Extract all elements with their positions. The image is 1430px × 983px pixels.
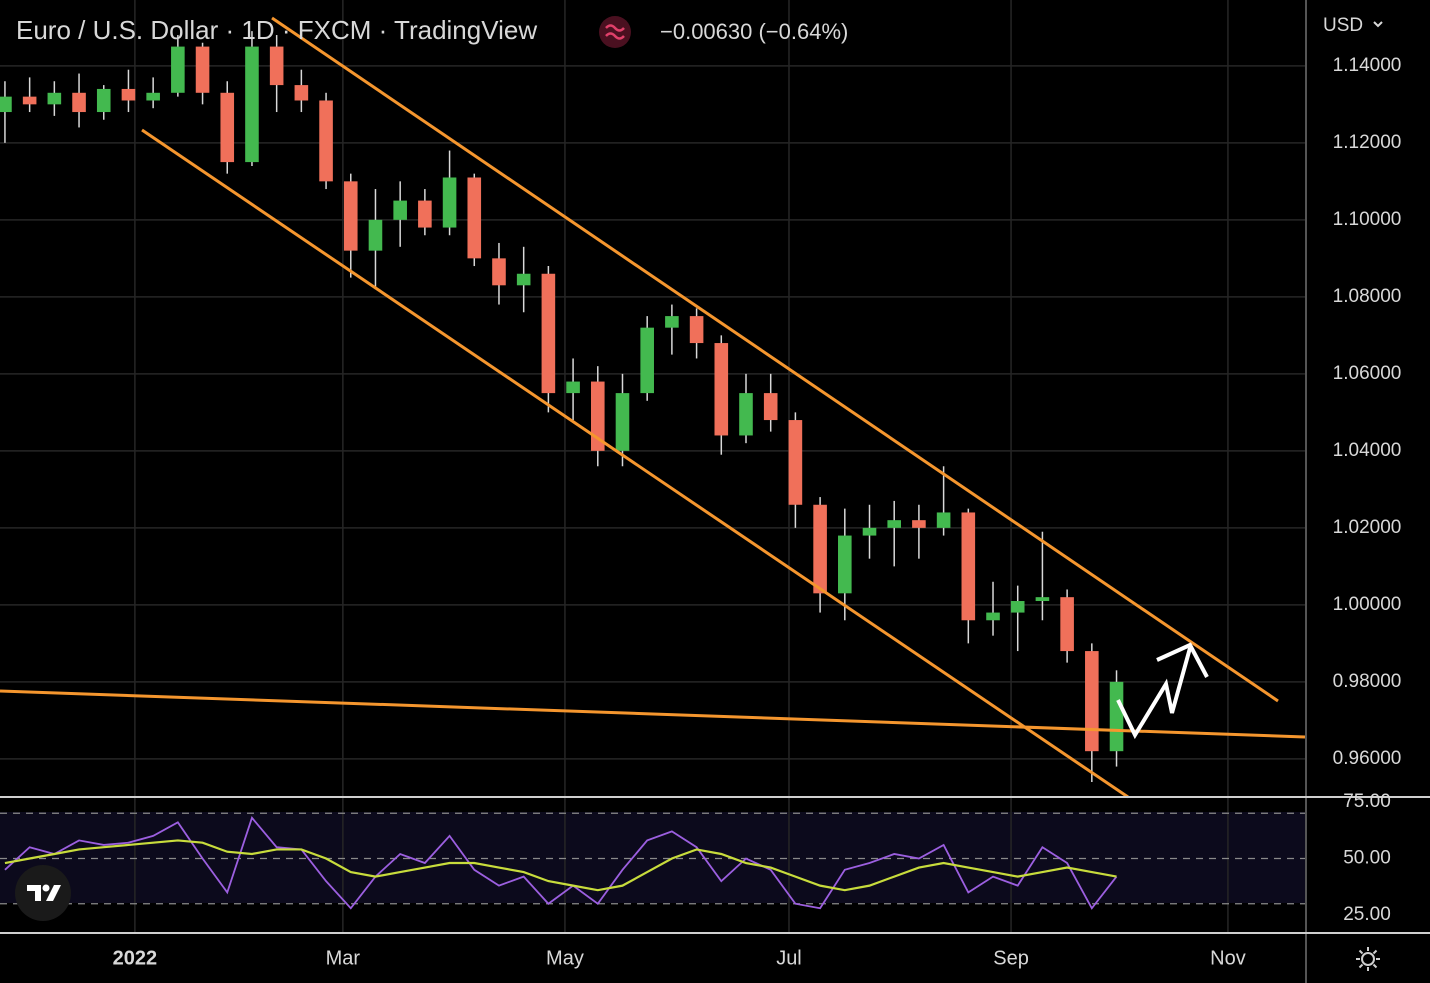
x-tick-label: May bbox=[546, 947, 584, 969]
candle-body bbox=[294, 85, 309, 101]
gear-center bbox=[1361, 952, 1375, 966]
zigzag bbox=[1116, 647, 1192, 740]
candle-body bbox=[22, 96, 37, 105]
candle-body bbox=[393, 200, 407, 220]
rsi-band bbox=[0, 812, 1305, 903]
candle-body bbox=[838, 535, 852, 594]
channel-upper bbox=[271, 16, 1279, 703]
x-tick-label: Mar bbox=[326, 947, 361, 969]
candle-body bbox=[912, 520, 926, 528]
candle-body bbox=[516, 273, 531, 286]
currency-chevron[interactable] bbox=[1373, 21, 1383, 28]
candle-body bbox=[220, 92, 235, 163]
candle-body bbox=[566, 381, 580, 394]
candle-body bbox=[615, 393, 630, 451]
candle-body bbox=[640, 327, 654, 394]
settings-icon[interactable] bbox=[1356, 947, 1380, 971]
candle-body bbox=[121, 88, 136, 101]
x-tick-label: Nov bbox=[1210, 947, 1246, 969]
candle-body bbox=[936, 512, 951, 528]
candle-body bbox=[887, 520, 902, 528]
candle-body bbox=[1085, 651, 1099, 752]
candle-body bbox=[665, 316, 679, 328]
trend-lines bbox=[0, 16, 1306, 799]
rsi-line bbox=[4, 839, 1117, 892]
chart-title: Euro / U.S. Dollar · 1D · FXCM · Trading… bbox=[16, 15, 537, 45]
y-tick-label: 1.10000 bbox=[1333, 209, 1402, 230]
indicator-badge bbox=[599, 16, 631, 48]
candle-body bbox=[1035, 597, 1050, 602]
support-line bbox=[0, 689, 1306, 739]
y-tick-label: 0.98000 bbox=[1333, 671, 1402, 692]
candle-body bbox=[72, 92, 86, 113]
y-tick-label: 1.14000 bbox=[1333, 55, 1402, 76]
candle-body bbox=[1010, 601, 1025, 613]
candle-body bbox=[541, 273, 556, 394]
candle-body bbox=[442, 177, 457, 228]
candle-body bbox=[343, 181, 358, 251]
candle-body bbox=[269, 46, 284, 86]
x-tick-label: Jul bbox=[776, 947, 802, 969]
candle-body bbox=[0, 96, 12, 113]
grid bbox=[0, 0, 1305, 932]
candle-body bbox=[862, 527, 877, 536]
y-tick-label: 1.06000 bbox=[1333, 363, 1402, 384]
price-change: −0.00630 (−0.64%) bbox=[660, 19, 848, 44]
rsi-line bbox=[4, 815, 1118, 910]
y-tick-label: 1.02000 bbox=[1333, 517, 1402, 538]
candle-body bbox=[788, 420, 803, 505]
candle-body bbox=[1060, 597, 1074, 652]
marks bbox=[0, 31, 1124, 910]
logo[interactable] bbox=[15, 865, 71, 921]
candle-body bbox=[590, 381, 605, 451]
channel-lower bbox=[141, 128, 1129, 799]
candle-body bbox=[146, 92, 160, 101]
candle-body bbox=[763, 393, 778, 421]
logo-mark bbox=[27, 885, 61, 901]
y-tick-label: 1.12000 bbox=[1333, 132, 1402, 153]
logo-dot bbox=[42, 884, 50, 892]
projection-arrow bbox=[1116, 642, 1209, 740]
candle-body bbox=[1109, 681, 1124, 752]
candle-body bbox=[418, 200, 432, 228]
candle-body bbox=[195, 46, 210, 93]
rsi-tick-label: 25.00 bbox=[1343, 904, 1391, 925]
y-tick-label: 1.04000 bbox=[1333, 440, 1402, 461]
candle-body bbox=[245, 46, 259, 163]
candle-body bbox=[986, 612, 1000, 621]
candle-body bbox=[368, 219, 383, 251]
x-tick-label: Sep bbox=[993, 947, 1029, 969]
arrow-head bbox=[1156, 642, 1209, 678]
candle-body bbox=[813, 504, 827, 594]
candle-body bbox=[961, 512, 976, 621]
x-tick-label: 2022 bbox=[113, 947, 158, 969]
gear-teeth bbox=[1356, 947, 1380, 971]
rsi-tick-label: 50.00 bbox=[1343, 848, 1391, 869]
rsi-tick-label: 75.00 bbox=[1343, 791, 1391, 812]
candle-body bbox=[689, 316, 704, 344]
candle-body bbox=[492, 258, 506, 286]
y-tick-label: 1.00000 bbox=[1333, 594, 1402, 615]
candle-body bbox=[467, 177, 482, 259]
candle-body bbox=[319, 100, 333, 182]
candle-body bbox=[96, 88, 111, 113]
candle-body bbox=[714, 343, 729, 436]
candle-body bbox=[739, 393, 753, 436]
currency-label: USD bbox=[1323, 15, 1363, 36]
y-tick-label: 0.96000 bbox=[1333, 748, 1402, 769]
badge-icon bbox=[605, 24, 625, 40]
candle-body bbox=[47, 92, 62, 105]
candle-body bbox=[171, 46, 185, 93]
y-tick-label: 1.08000 bbox=[1333, 286, 1402, 307]
